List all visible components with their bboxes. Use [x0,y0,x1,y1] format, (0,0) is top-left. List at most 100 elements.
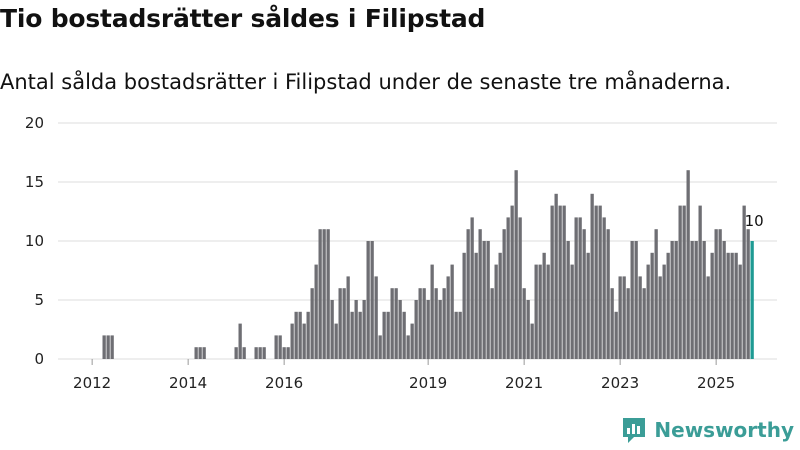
data-labels: 10 [745,212,764,230]
y-tick-label: 0 [34,350,44,368]
y-tick-label: 10 [25,232,44,250]
bar [442,288,446,359]
bar [746,229,750,359]
bar [606,229,610,359]
bar [394,288,398,359]
bar [434,288,438,359]
y-axis-ticks: 0 5 10 15 20 [25,114,44,368]
bar [294,311,298,359]
bar [650,252,654,359]
bar [550,205,554,359]
bar [406,335,410,359]
bar [102,335,106,359]
bar [314,264,318,359]
bar [654,229,658,359]
bar [466,229,470,359]
bar [662,264,666,359]
bar [514,170,518,359]
x-tick-label: 2025 [697,374,735,392]
newsworthy-logo-text: Newsworthy [654,418,794,442]
x-tick-label: 2012 [73,374,111,392]
bar [302,323,306,359]
bar [618,276,622,359]
bar [362,300,366,359]
bar [454,311,458,359]
bar [542,252,546,359]
bar [498,252,502,359]
bar [582,229,586,359]
bar [678,205,682,359]
bar [462,252,466,359]
bar [630,241,634,359]
bar [494,264,498,359]
newsworthy-logo: Newsworthy [621,416,794,444]
bar [422,288,426,359]
bar [518,217,522,359]
bar [602,217,606,359]
bar [418,288,422,359]
bar [470,217,474,359]
bar [450,264,454,359]
bar [526,300,530,359]
bar [366,241,370,359]
bar [310,288,314,359]
bar [350,311,354,359]
y-tick-label: 5 [34,291,44,309]
bar [358,311,362,359]
bar [254,347,258,359]
bar [674,241,678,359]
bar [522,288,526,359]
bar [694,241,698,359]
bar [578,217,582,359]
bar [714,229,718,359]
bar [538,264,542,359]
bar [590,193,594,359]
bar [338,288,342,359]
bar [414,300,418,359]
x-tick-label: 2019 [409,374,447,392]
x-tick-label: 2023 [601,374,639,392]
bar [474,252,478,359]
bar [610,288,614,359]
bar [730,252,734,359]
y-tick-label: 15 [25,173,44,191]
bar [702,241,706,359]
bar [370,241,374,359]
chart-subtitle: Antal sålda bostadsrätter i Filipstad un… [0,70,732,94]
bar [402,311,406,359]
latest-value-label: 10 [745,212,764,230]
bar [718,229,722,359]
bar [374,276,378,359]
bar [734,252,738,359]
bar [510,205,514,359]
bar [234,347,238,359]
bar [722,241,726,359]
bar [626,288,630,359]
bar [326,229,330,359]
bar [478,229,482,359]
bar [258,347,262,359]
bar-latest [750,241,754,359]
bar [318,229,322,359]
bar [382,311,386,359]
bar [106,335,110,359]
bar [458,311,462,359]
bar [390,288,394,359]
bar [198,347,202,359]
bar [410,323,414,359]
bar [354,300,358,359]
bar [742,205,746,359]
bar [646,264,650,359]
bar [546,264,550,359]
bar [698,205,702,359]
bar [274,335,278,359]
bar [710,252,714,359]
bar [298,311,302,359]
bar [686,170,690,359]
bar [282,347,286,359]
bar [682,205,686,359]
bar [558,205,562,359]
x-tick-label: 2016 [265,374,303,392]
bar [446,276,450,359]
